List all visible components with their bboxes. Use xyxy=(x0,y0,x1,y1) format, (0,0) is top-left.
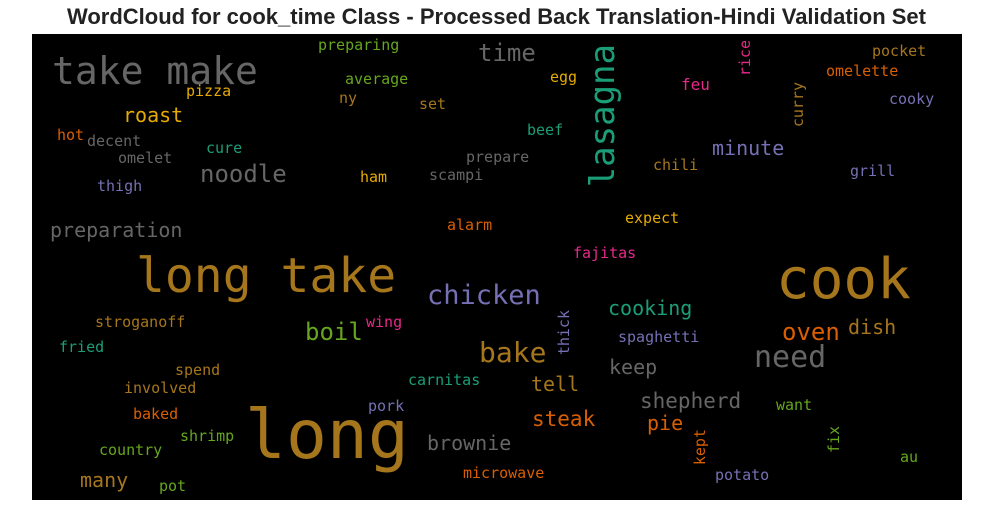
word-grill: grill xyxy=(850,162,896,180)
word-cure: cure xyxy=(206,139,243,157)
word-wing: wing xyxy=(366,313,403,331)
word-want: want xyxy=(776,396,813,414)
word-shrimp: shrimp xyxy=(180,427,235,445)
word-kept: kept xyxy=(691,429,709,466)
word-country: country xyxy=(99,441,163,459)
word-noodle: noodle xyxy=(200,160,287,188)
word-involved: involved xyxy=(124,379,197,397)
word-rice: rice xyxy=(736,40,754,77)
word-egg: egg xyxy=(550,68,578,86)
figure-title: WordCloud for cook_time Class - Processe… xyxy=(66,4,926,29)
word-thigh: thigh xyxy=(97,177,143,195)
word-curry: curry xyxy=(789,82,807,128)
word-boil: boil xyxy=(305,318,363,346)
word-average: average xyxy=(345,70,409,88)
word-carnitas: carnitas xyxy=(408,371,481,389)
word-microwave: microwave xyxy=(463,464,545,482)
word-minute: minute xyxy=(712,136,785,160)
word-au: au xyxy=(900,448,919,466)
word-cooky: cooky xyxy=(889,90,935,108)
word-pocket: pocket xyxy=(872,42,927,60)
word-fried: fried xyxy=(59,338,105,356)
word-fajitas: fajitas xyxy=(573,244,637,262)
word-pork: pork xyxy=(368,397,405,415)
word-roast: roast xyxy=(123,103,184,127)
word-fix: fix xyxy=(825,426,843,454)
word-many: many xyxy=(80,468,129,492)
word-expect: expect xyxy=(625,209,680,227)
word-keep: keep xyxy=(609,355,658,379)
word-shepherd: shepherd xyxy=(640,389,742,413)
word-lasagna: lasagna xyxy=(583,44,623,188)
word-bake: bake xyxy=(479,336,547,369)
word-steak: steak xyxy=(532,407,596,431)
word-preparation: preparation xyxy=(50,218,183,242)
word-feu: feu xyxy=(681,75,710,94)
word-cooking: cooking xyxy=(608,296,693,320)
word-stroganoff: stroganoff xyxy=(95,313,186,331)
word-cook: cook xyxy=(776,247,911,312)
word-baked: baked xyxy=(133,405,179,423)
word-long-take: long take xyxy=(136,248,397,304)
word-decent: decent xyxy=(87,132,142,150)
word-potato: potato xyxy=(715,466,770,484)
word-beef: beef xyxy=(527,121,564,139)
word-take-make: take make xyxy=(52,49,258,93)
word-alarm: alarm xyxy=(447,216,493,234)
word-ny: ny xyxy=(339,89,358,107)
word-long: long xyxy=(245,396,409,475)
word-omelette: omelette xyxy=(826,62,899,80)
word-preparing: preparing xyxy=(318,36,400,54)
word-set: set xyxy=(419,95,447,113)
word-tell: tell xyxy=(531,372,580,396)
word-cloud: preparing take make time lasagna rice pocket o… xyxy=(32,34,962,500)
word-pot: pot xyxy=(159,477,187,495)
word-spend: spend xyxy=(175,361,221,379)
word-oven: oven xyxy=(782,318,840,346)
word-pie: pie xyxy=(647,411,684,435)
word-need: need xyxy=(754,340,827,375)
word-chicken: chicken xyxy=(427,280,541,311)
word-scampi: scampi xyxy=(429,166,484,184)
word-brownie: brownie xyxy=(427,431,512,455)
word-omelet: omelet xyxy=(118,149,173,167)
word-prepare: prepare xyxy=(466,148,530,166)
word-chili: chili xyxy=(653,156,699,174)
word-hot: hot xyxy=(57,126,85,144)
word-pizza: pizza xyxy=(186,82,232,100)
word-thick: thick xyxy=(555,310,573,356)
word-spaghetti: spaghetti xyxy=(618,328,700,346)
word-dish: dish xyxy=(848,315,897,339)
word-ham: ham xyxy=(360,168,388,186)
word-time: time xyxy=(478,39,536,67)
